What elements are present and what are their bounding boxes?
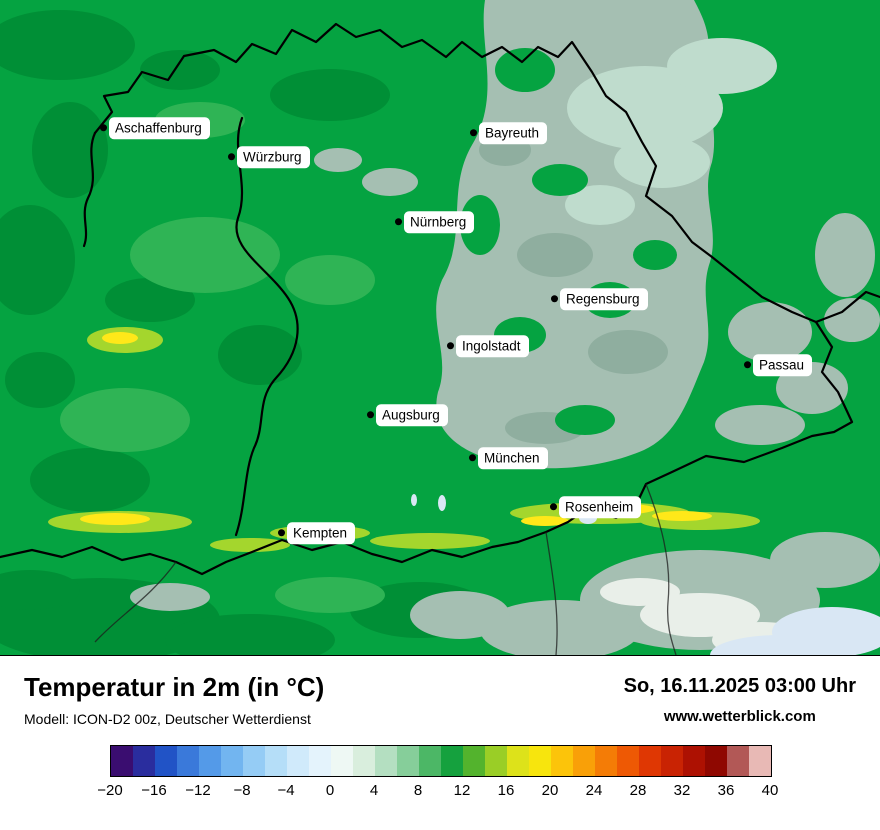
city-label: Augsburg [376, 404, 448, 426]
weather-map: Aschaffenburg Würzburg Bayreuth Nürnberg Reg… [0, 0, 880, 656]
colorbar-tick: 40 [761, 782, 779, 799]
colorbar-segment [133, 746, 155, 776]
city-marker: Bayreuth [470, 122, 548, 144]
colorbar-segment [485, 746, 507, 776]
colorbar-tick: −16 [141, 782, 167, 799]
city-marker: Aschaffenburg [100, 117, 210, 139]
colorbar-tick: −4 [277, 782, 295, 799]
city-dot-icon [470, 129, 477, 137]
colorbar-segment [749, 746, 771, 776]
colorbar-segment [529, 746, 551, 776]
colorbar-segment [705, 746, 727, 776]
colorbar-tick: 36 [717, 782, 735, 799]
city-label: Nürnberg [404, 211, 475, 233]
colorbar-segment [441, 746, 463, 776]
website-label: www.wetterblick.com [663, 708, 816, 725]
colorbar-segment [639, 746, 661, 776]
colorbar-segment [243, 746, 265, 776]
colorbar-segment [155, 746, 177, 776]
colorbar-tick: −8 [233, 782, 251, 799]
colorbar-segment [463, 746, 485, 776]
city-label: Kempten [287, 522, 356, 544]
city-dot-icon [447, 342, 454, 350]
colorbar-tick: 32 [673, 782, 691, 799]
colorbar-tick: 12 [453, 782, 471, 799]
colorbar-segment [199, 746, 221, 776]
colorbar-segments [110, 745, 772, 777]
colorbar-tick: 20 [541, 782, 559, 799]
colorbar-segment [573, 746, 595, 776]
colorbar-ticks: −20 −16 −12 −8 −4 0 4 8 12 16 20 24 28 32 36 40 [97, 782, 778, 802]
city-marker: Regensburg [551, 288, 648, 310]
colorbar-segment [111, 746, 133, 776]
temp-field-layer [0, 0, 880, 655]
footer: Temperatur in 2m (in °C) Modell: ICON-D2… [0, 656, 880, 802]
colorbar-segment [551, 746, 573, 776]
city-label: Passau [753, 354, 813, 376]
city-label: München [478, 447, 548, 469]
city-label: Ingolstadt [456, 335, 529, 357]
colorbar-segment [683, 746, 705, 776]
colorbar-segment [617, 746, 639, 776]
city-label: Regensburg [560, 288, 648, 310]
colorbar-segment [595, 746, 617, 776]
city-dot-icon [367, 411, 374, 419]
colorbar-segment [287, 746, 309, 776]
model-label: Modell: ICON-D2 00z, Deutscher Wetterdie… [24, 711, 311, 727]
colorbar-tick: −12 [185, 782, 211, 799]
city-marker: Rosenheim [550, 496, 642, 518]
colorbar-segment [375, 746, 397, 776]
colorbar-segment [727, 746, 749, 776]
colorbar-tick: 0 [325, 782, 335, 799]
colorbar: −20 −16 −12 −8 −4 0 4 8 12 16 20 24 28 32 36 40 [97, 745, 778, 802]
city-label: Rosenheim [559, 496, 642, 518]
city-marker: Augsburg [367, 404, 448, 426]
city-dot-icon [550, 503, 557, 511]
colorbar-segment [507, 746, 529, 776]
city-dot-icon [744, 361, 751, 369]
colorbar-segment [331, 746, 353, 776]
city-marker: Nürnberg [395, 211, 475, 233]
colorbar-segment [661, 746, 683, 776]
colorbar-segment [265, 746, 287, 776]
city-marker: Ingolstadt [447, 335, 529, 357]
city-dot-icon [395, 218, 402, 226]
city-label: Bayreuth [479, 122, 548, 144]
border-lines-layer [0, 22, 880, 655]
city-dot-icon [228, 153, 235, 161]
colorbar-tick: −20 [97, 782, 123, 799]
page-title: Temperatur in 2m (in °C) [24, 672, 325, 702]
colorbar-segment [419, 746, 441, 776]
colorbar-tick: 28 [629, 782, 647, 799]
city-marker: München [469, 447, 548, 469]
colorbar-segment [397, 746, 419, 776]
city-dot-icon [100, 124, 107, 132]
city-label: Würzburg [237, 146, 310, 168]
colorbar-tick: 16 [497, 782, 515, 799]
colorbar-tick: 24 [585, 782, 603, 799]
city-dot-icon [278, 529, 285, 537]
colorbar-segment [353, 746, 375, 776]
colorbar-segment [309, 746, 331, 776]
temperature-field-svg [0, 0, 880, 655]
city-marker: Kempten [278, 522, 356, 544]
city-dot-icon [551, 295, 558, 303]
colorbar-tick: 8 [413, 782, 423, 799]
city-dot-icon [469, 454, 476, 462]
datetime-label: So, 16.11.2025 03:00 Uhr [623, 675, 856, 697]
colorbar-segment [177, 746, 199, 776]
city-marker: Passau [744, 354, 813, 376]
colorbar-tick: 4 [369, 782, 379, 799]
colorbar-segment [221, 746, 243, 776]
city-marker: Würzburg [228, 146, 310, 168]
city-label: Aschaffenburg [109, 117, 210, 139]
